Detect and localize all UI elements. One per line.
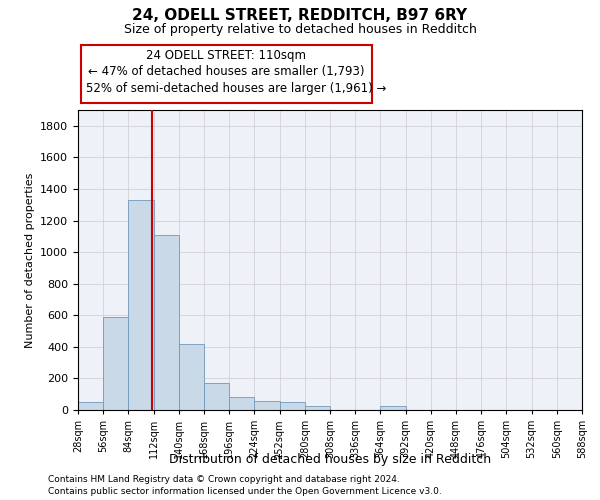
Bar [204,383,229,410]
Text: Contains public sector information licensed under the Open Government Licence v3: Contains public sector information licen… [48,487,442,496]
Bar [254,400,280,410]
Bar [154,234,179,410]
Bar [78,402,103,410]
Text: Distribution of detached houses by size in Redditch: Distribution of detached houses by size … [169,452,491,466]
Bar [179,344,204,410]
Text: Contains HM Land Registry data © Crown copyright and database right 2024.: Contains HM Land Registry data © Crown c… [48,475,400,484]
Bar [229,398,254,410]
Bar [380,406,406,410]
Text: 52% of semi-detached houses are larger (1,961) →: 52% of semi-detached houses are larger (… [86,82,386,95]
Text: Size of property relative to detached houses in Redditch: Size of property relative to detached ho… [124,22,476,36]
Bar [103,317,128,410]
Text: 24 ODELL STREET: 110sqm: 24 ODELL STREET: 110sqm [146,49,307,62]
Bar [128,200,154,410]
Text: 24, ODELL STREET, REDDITCH, B97 6RY: 24, ODELL STREET, REDDITCH, B97 6RY [133,8,467,22]
Y-axis label: Number of detached properties: Number of detached properties [25,172,35,348]
Bar [280,402,305,410]
Bar [305,406,330,410]
Text: ← 47% of detached houses are smaller (1,793): ← 47% of detached houses are smaller (1,… [88,66,365,78]
